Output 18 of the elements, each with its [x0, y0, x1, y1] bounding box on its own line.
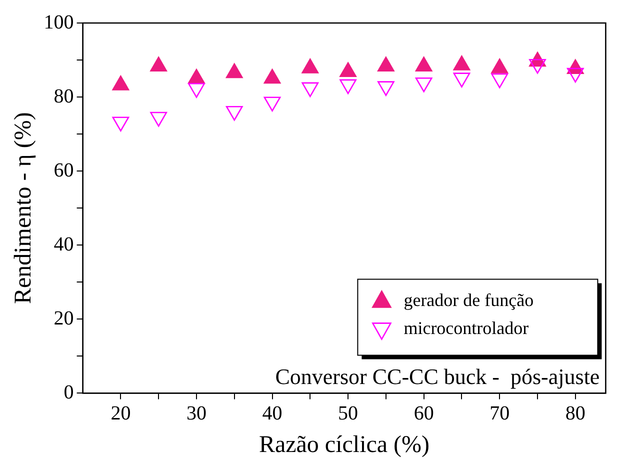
x-tick-label: 70: [490, 402, 510, 424]
y-tick-label: 80: [54, 85, 74, 108]
x-tick-label: 60: [414, 402, 434, 424]
x-axis-title: Razão cíclica (%): [258, 432, 430, 458]
y-tick-label: 20: [54, 307, 74, 330]
y-axis-title: Rendimento - η (%): [10, 112, 37, 304]
y-tick-label: 40: [54, 233, 74, 256]
legend-label: gerador de função: [404, 290, 534, 310]
x-tick-label: 50: [338, 402, 358, 424]
x-tick-label: 80: [565, 402, 586, 424]
x-tick-label: 30: [186, 402, 206, 424]
y-tick-label: 100: [44, 11, 74, 34]
y-tick-label: 0: [64, 381, 74, 404]
legend-label: microcontrolador: [404, 318, 529, 338]
annotation: Conversor CC-CC buck - pós-ajuste: [275, 364, 600, 389]
y-tick-label: 60: [54, 159, 74, 182]
x-tick-label: 40: [262, 402, 282, 424]
x-tick-label: 20: [110, 402, 131, 424]
